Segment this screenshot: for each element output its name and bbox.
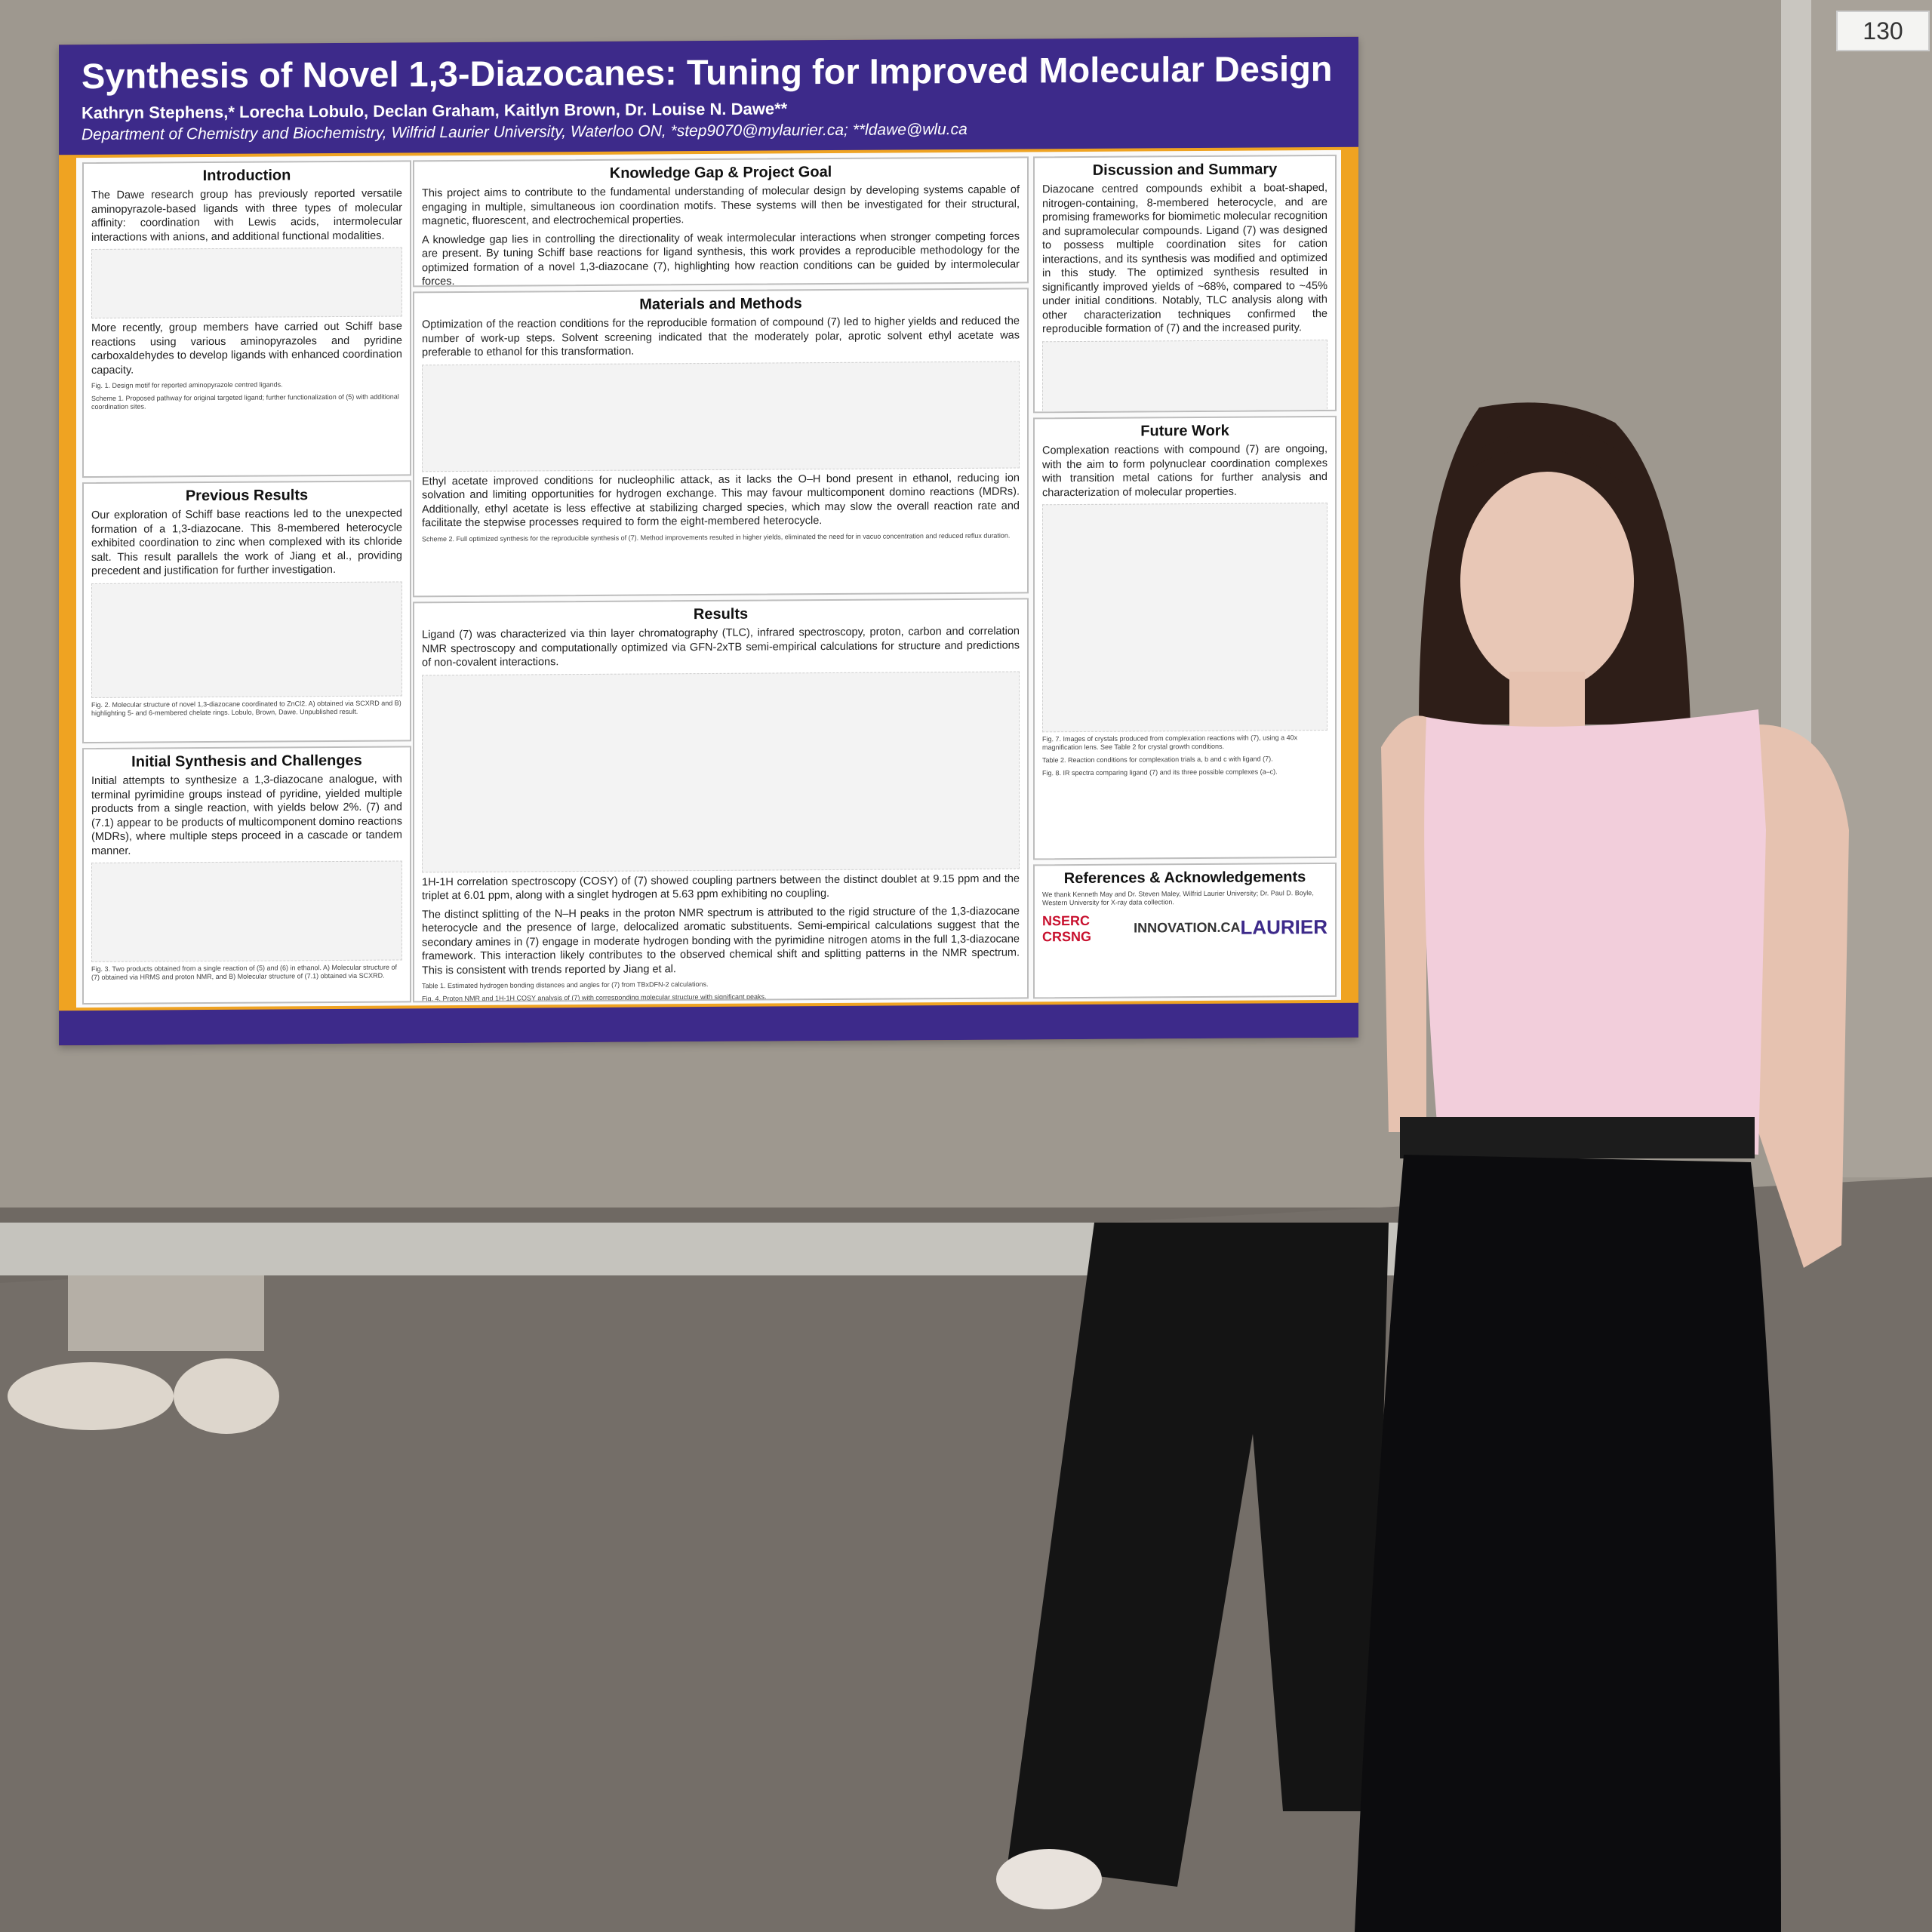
arm-left	[1381, 715, 1426, 1132]
face	[1460, 472, 1634, 691]
figure	[1042, 340, 1327, 414]
figure-caption: Scheme 1. Proposed pathway for original …	[91, 392, 399, 411]
section-heading: Discussion and Summary	[1092, 161, 1278, 179]
figure-caption: Fig. 3. Two products obtained from a sin…	[91, 963, 398, 982]
figure-caption: Table 1. Estimated hydrogen bonding dist…	[422, 980, 709, 990]
neck	[1509, 672, 1585, 732]
figure-caption: Fig. 8. IR spectra comparing ligand (7) …	[1042, 767, 1278, 777]
figure	[1042, 503, 1327, 733]
figure-caption: Table 2. Reaction conditions for complex…	[1042, 755, 1273, 764]
section-heading: Previous Results	[185, 487, 309, 505]
belt	[1400, 1117, 1755, 1158]
shoe	[996, 1849, 1102, 1909]
section-heading: Future Work	[1140, 422, 1229, 440]
skirt	[1355, 1155, 1781, 1932]
section-paragraph: Ethyl acetate improved conditions for nu…	[422, 472, 1020, 530]
poster-title: Synthesis of Novel 1,3-Diazocanes: Tunin…	[82, 48, 1333, 97]
figure-caption: Scheme 2. Full optimized synthesis for t…	[422, 531, 1011, 543]
visitor-shoe	[174, 1358, 279, 1434]
figure	[422, 671, 1020, 872]
section-paragraph: The Dawe research group has previously r…	[91, 187, 402, 244]
figure	[91, 581, 402, 698]
section-paragraph: Initial attempts to synthesize a 1,3-dia…	[91, 773, 402, 857]
poster-section: Initial Synthesis and Challenges Initial …	[82, 746, 411, 1005]
poster-section: Knowledge Gap & Project Goal This project…	[413, 156, 1029, 288]
sponsor-logo: LAURIER	[1240, 915, 1327, 939]
section-heading: Introduction	[202, 167, 291, 185]
poster-section: Discussion and Summary Diazocane centred …	[1033, 154, 1337, 414]
sponsor-logo: INNOVATION.CA	[1134, 919, 1241, 936]
figure-caption: Fig. 2. Molecular structure of novel 1,3…	[91, 699, 401, 717]
section-paragraph: More recently, group members have carrie…	[91, 320, 402, 377]
section-heading: Initial Synthesis and Challenges	[131, 752, 362, 771]
section-heading: Results	[693, 605, 749, 623]
section-paragraph: Our exploration of Schiff base reactions…	[91, 507, 402, 578]
poster-section: Future Work Complexation reactions with c…	[1033, 415, 1337, 860]
poster-authors: Kathryn Stephens,* Lorecha Lobulo, Decla…	[82, 99, 788, 123]
figure	[91, 860, 402, 963]
section-heading: References & Acknowledgements	[1063, 869, 1306, 888]
section-paragraph: Diazocane centred compounds exhibit a bo…	[1042, 181, 1327, 336]
figure	[422, 361, 1020, 472]
poster-section: Introduction The Dawe research group has …	[82, 160, 411, 478]
section-paragraph: 1H-1H correlation spectroscopy (COSY) of…	[422, 872, 1020, 903]
poster-section: Materials and Methods Optimization of the…	[413, 288, 1029, 598]
person-legs	[1008, 1223, 1389, 1887]
hair-fringe	[1472, 430, 1623, 483]
section-heading: Knowledge Gap & Project Goal	[609, 164, 832, 182]
section-paragraph: Ligand (7) was characterized via thin la…	[422, 625, 1020, 669]
figure-caption: Fig. 1. Design motif for reported aminop…	[91, 380, 283, 390]
logo-row: NSERC CRSNG INNOVATION.CA LAURIER	[1042, 912, 1327, 945]
poster-section: References & Acknowledgements We thank Ke…	[1033, 862, 1337, 999]
section-paragraph: A knowledge gap lies in controlling the …	[422, 230, 1020, 288]
section-heading: Materials and Methods	[639, 295, 802, 313]
figure-caption: We thank Kenneth May and Dr. Steven Male…	[1042, 889, 1314, 907]
poster-affiliation: Department of Chemistry and Biochemistry…	[82, 120, 968, 144]
poster-section: Previous Results Our exploration of Schif…	[82, 480, 411, 744]
poster: Synthesis of Novel 1,3-Diazocanes: Tunin…	[59, 36, 1358, 1046]
arm-right	[1758, 724, 1849, 1268]
figure-caption: Fig. 4. Proton NMR and 1H-1H COSY analys…	[422, 992, 767, 1003]
poster-body: Introduction The Dawe research group has …	[76, 149, 1341, 1008]
section-paragraph: Optimization of the reaction conditions …	[422, 315, 1020, 359]
visitor-shoe	[8, 1362, 174, 1430]
poster-section: Results Ligand (7) was characterized via …	[413, 598, 1029, 1003]
section-paragraph: Complexation reactions with compound (7)…	[1042, 442, 1327, 499]
figure-caption: Fig. 7. Images of crystals produced from…	[1042, 734, 1298, 752]
pink-top	[1424, 709, 1766, 1155]
booth-number: 130	[1836, 11, 1930, 51]
visitor-legs	[68, 1275, 264, 1351]
sponsor-logo: NSERC CRSNG	[1042, 912, 1092, 944]
figure	[91, 247, 402, 319]
poster-header: Synthesis of Novel 1,3-Diazocanes: Tunin…	[59, 36, 1358, 155]
section-paragraph: The distinct splitting of the N–H peaks …	[422, 905, 1020, 977]
section-paragraph: This project aims to contribute to the f…	[422, 183, 1020, 228]
